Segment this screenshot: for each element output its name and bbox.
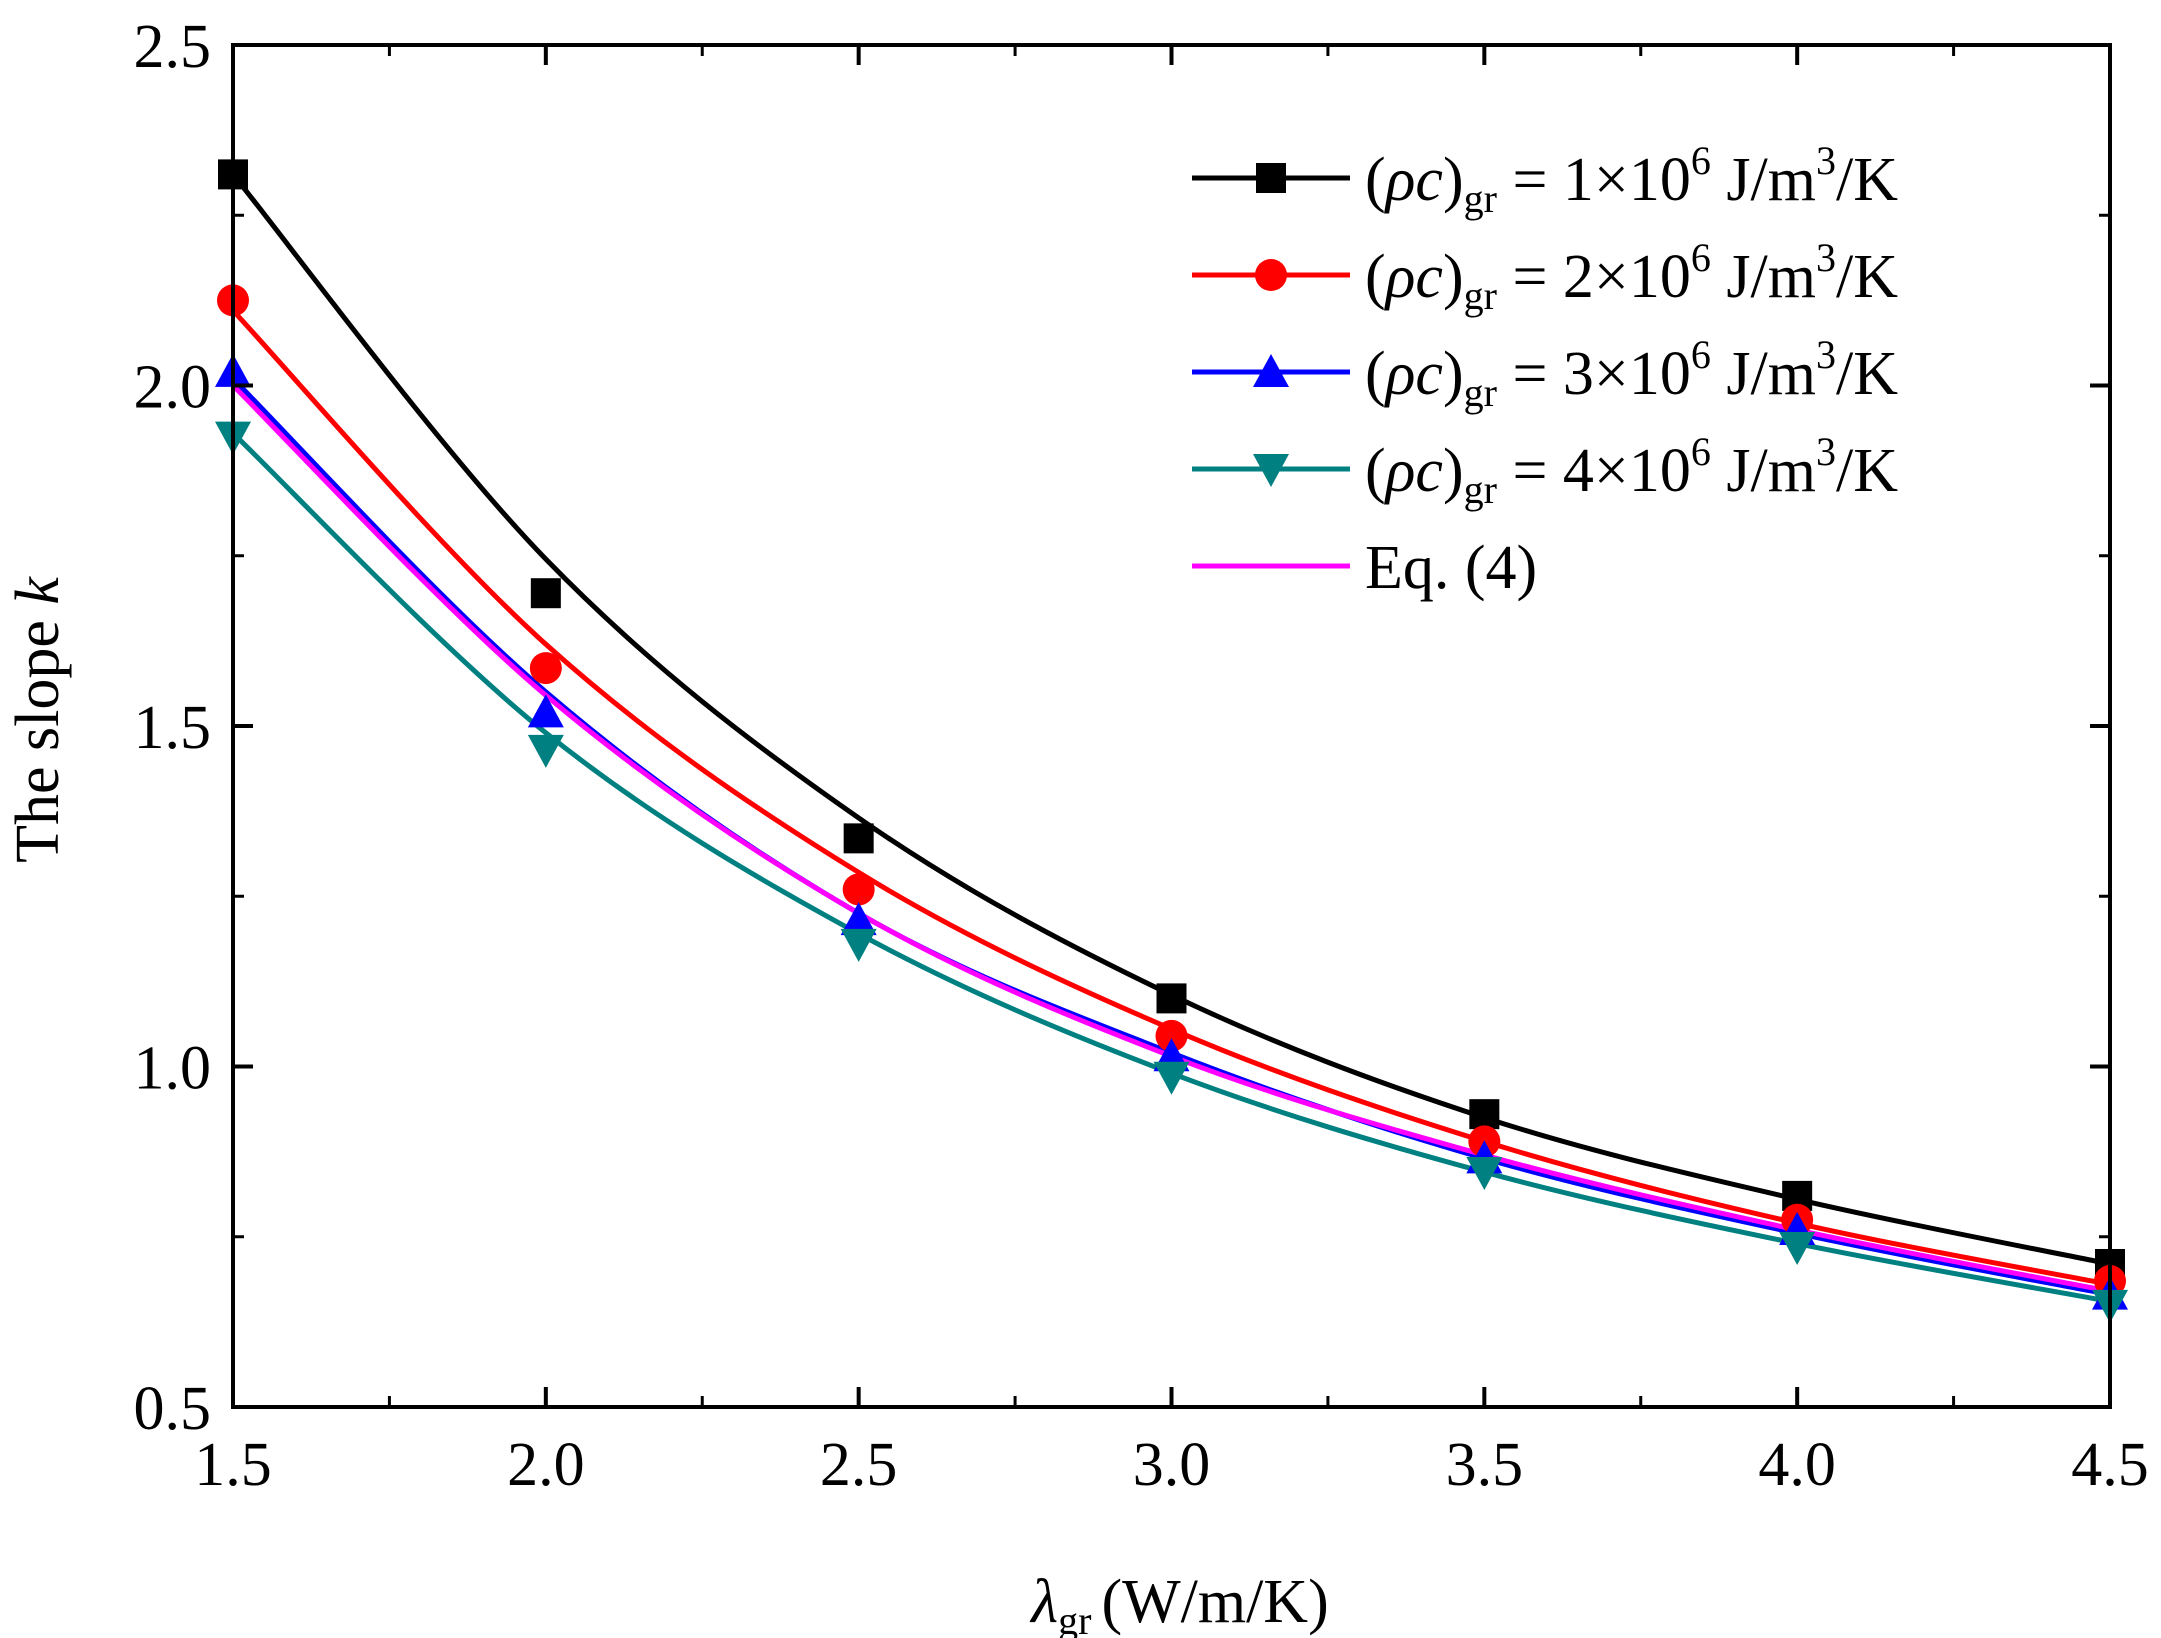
legend-text-plain: Eq. (4): [1365, 534, 1537, 602]
legend-rho: ρ: [1384, 146, 1416, 214]
y-tick-label: 1.0: [134, 1035, 212, 1103]
legend-close-paren: ): [1443, 243, 1464, 311]
legend-unit: J/m: [1711, 243, 1816, 311]
legend-marker: [1253, 354, 1289, 387]
data-point-s1-4: [1156, 983, 1187, 1014]
data-point-s1-3: [843, 823, 874, 854]
legend-item-1: (ρc)gr = 1×106 J/m3/K: [1192, 138, 1898, 221]
y-axis-title: The slope k: [4, 576, 72, 863]
legend-unit-exponent: 3: [1816, 332, 1836, 377]
legend-item-2: (ρc)gr = 2×106 J/m3/K: [1192, 235, 1898, 318]
data-point-s4-2: [527, 734, 564, 768]
data-point-s2-4: [1155, 1019, 1188, 1052]
x-axis-symbol: λ: [1029, 1568, 1058, 1636]
legend-subscript: gr: [1464, 467, 1497, 512]
legend-label: (ρc)gr = 2×106 J/m3/K: [1365, 235, 1898, 318]
legend-label: (ρc)gr = 4×106 J/m3/K: [1365, 429, 1898, 512]
legend-item-5: Eq. (4): [1192, 534, 1537, 602]
legend-unit: J/m: [1711, 340, 1816, 408]
legend-unit-tail: /K: [1836, 243, 1898, 311]
legend: (ρc)gr = 1×106 J/m3/K(ρc)gr = 2×106 J/m3…: [1192, 138, 1898, 602]
legend-marker: [1256, 163, 1286, 193]
data-point-s2-3: [842, 873, 875, 906]
legend-label: Eq. (4): [1365, 534, 1537, 602]
fit-curve-3: [231, 376, 2111, 1298]
legend-value: = 1×10: [1497, 146, 1691, 214]
data-point-s4-6: [1779, 1231, 1816, 1265]
legend-unit-exponent: 3: [1816, 138, 1836, 183]
data-point-s1-5: [1469, 1099, 1500, 1130]
y-tick-label: 0.5: [134, 1375, 212, 1443]
legend-label: (ρc)gr = 1×106 J/m3/K: [1365, 138, 1898, 221]
x-axis-subscript: gr: [1058, 1598, 1091, 1638]
legend-close-paren: ): [1443, 146, 1464, 214]
y-tick-label: 2.0: [134, 354, 212, 422]
x-axis-title: λgr (W/m/K): [1029, 1568, 1328, 1638]
x-tick-label: 2.0: [507, 1431, 585, 1499]
y-axis-title-text: The slope: [4, 605, 72, 863]
legend-open-paren: (: [1365, 243, 1386, 311]
legend-exponent: 6: [1691, 332, 1711, 377]
x-tick-label: 2.5: [820, 1431, 898, 1499]
legend-open-paren: (: [1365, 437, 1386, 505]
y-tick-label: 1.5: [134, 694, 212, 762]
data-point-s3-3: [840, 902, 877, 936]
legend-subscript: gr: [1464, 370, 1497, 415]
legend-close-paren: ): [1443, 437, 1464, 505]
legend-unit-tail: /K: [1836, 146, 1898, 214]
legend-unit: J/m: [1711, 146, 1816, 214]
x-tick-label: 3.5: [1446, 1431, 1524, 1499]
x-axis-ticks: 1.5 2.0 2.5 3.0 3.5 4.0 4.5: [194, 45, 2149, 1499]
legend-exponent: 6: [1691, 429, 1711, 474]
data-point-s3-2: [527, 694, 564, 728]
legend-open-paren: (: [1365, 146, 1386, 214]
legend-unit-tail: /K: [1836, 340, 1898, 408]
legend-exponent: 6: [1691, 138, 1711, 183]
legend-c: c: [1415, 146, 1443, 214]
data-markers: [215, 159, 2128, 1323]
data-point-s4-4: [1153, 1061, 1190, 1095]
legend-subscript: gr: [1464, 273, 1497, 318]
legend-value: = 3×10: [1497, 340, 1691, 408]
legend-unit-tail: /K: [1836, 437, 1898, 505]
data-point-s4-5: [1466, 1157, 1503, 1191]
fit-curve-5: [231, 383, 2111, 1294]
data-point-s2-2: [529, 652, 562, 685]
legend-marker: [1255, 259, 1287, 291]
y-tick-label: 2.5: [134, 13, 212, 81]
legend-open-paren: (: [1365, 340, 1386, 408]
legend-label: (ρc)gr = 3×106 J/m3/K: [1365, 332, 1898, 415]
fit-curve-4: [231, 431, 2111, 1304]
x-axis-unit: (W/m/K): [1101, 1568, 1328, 1636]
y-axis-title-k: k: [4, 576, 72, 605]
x-tick-label: 1.5: [194, 1431, 272, 1499]
x-tick-label: 4.5: [2071, 1431, 2149, 1499]
legend-unit-exponent: 3: [1816, 235, 1836, 280]
legend-rho: ρ: [1384, 340, 1416, 408]
data-point-s1-2: [530, 578, 561, 609]
y-axis-ticks: 0.5 1.0 1.5 2.0 2.5: [134, 13, 2110, 1443]
x-tick-label: 4.0: [1758, 1431, 1836, 1499]
legend-item-4: (ρc)gr = 4×106 J/m3/K: [1192, 429, 1898, 512]
legend-item-3: (ρc)gr = 3×106 J/m3/K: [1192, 332, 1898, 415]
legend-marker: [1253, 454, 1289, 487]
x-tick-label: 3.0: [1133, 1431, 1211, 1499]
legend-close-paren: ): [1443, 340, 1464, 408]
legend-value: = 4×10: [1497, 437, 1691, 505]
legend-c: c: [1415, 437, 1443, 505]
legend-unit-exponent: 3: [1816, 429, 1836, 474]
legend-unit: J/m: [1711, 437, 1816, 505]
legend-rho: ρ: [1384, 437, 1416, 505]
data-point-s4-3: [840, 928, 877, 962]
legend-c: c: [1415, 243, 1443, 311]
legend-value: = 2×10: [1497, 243, 1691, 311]
legend-subscript: gr: [1464, 176, 1497, 221]
legend-c: c: [1415, 340, 1443, 408]
legend-exponent: 6: [1691, 235, 1711, 280]
legend-rho: ρ: [1384, 243, 1416, 311]
